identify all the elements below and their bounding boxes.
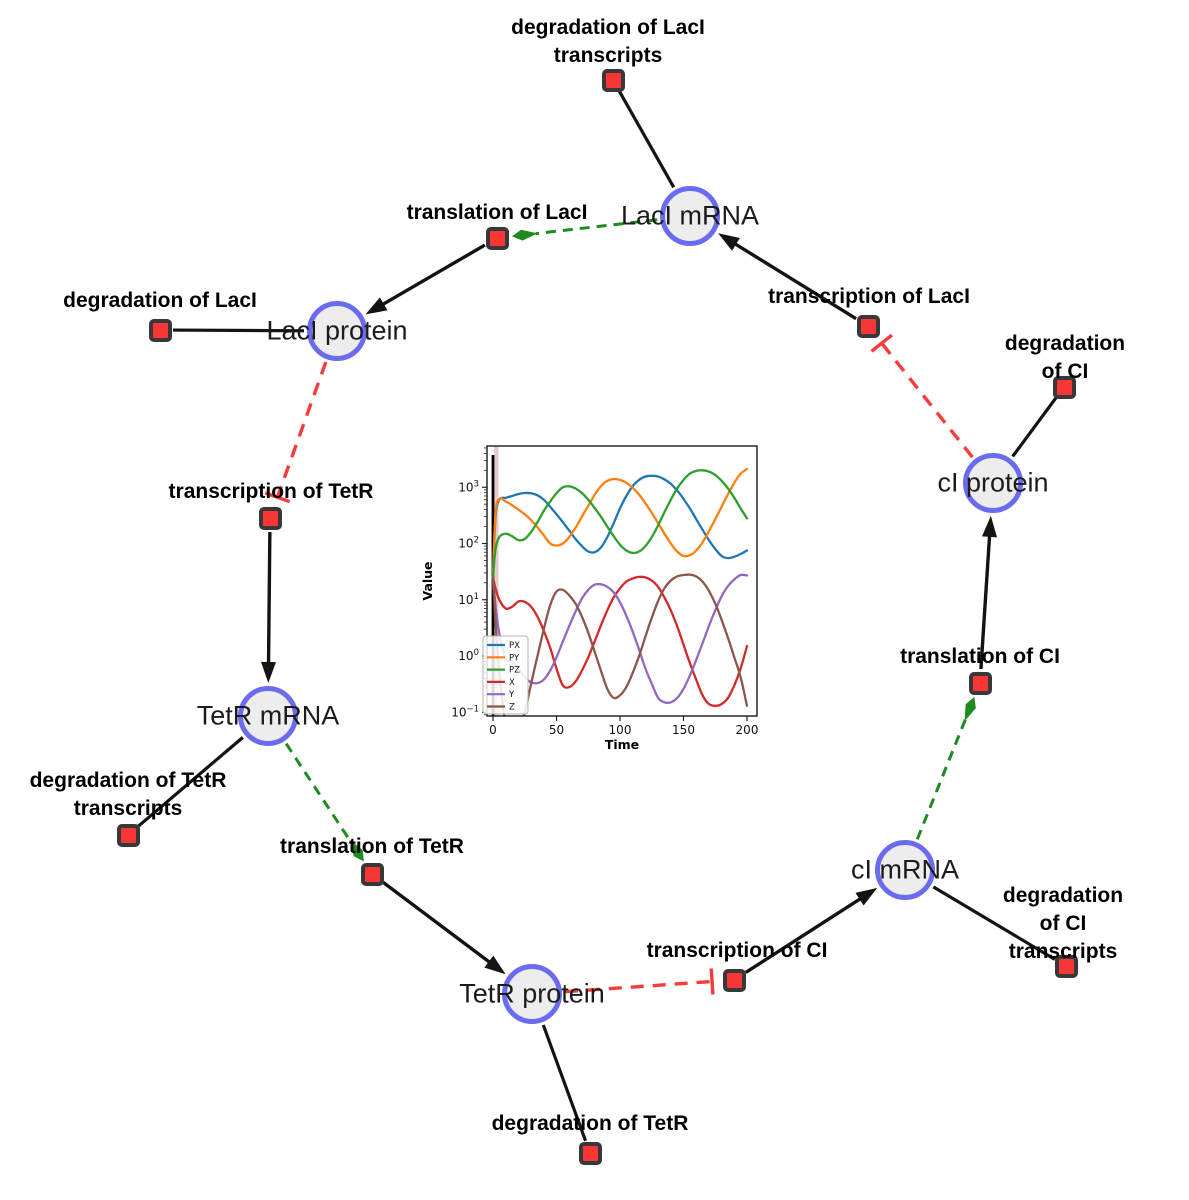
- edge-inhibition-ci-protein-transcription-laci: [870, 333, 974, 459]
- species-node-tetr-mrna[interactable]: [238, 686, 298, 746]
- reaction-node-translation-ci[interactable]: [968, 671, 992, 695]
- reaction-node-deg-laci-transcripts[interactable]: [601, 68, 625, 92]
- arrowhead-icon: [261, 661, 276, 683]
- edge-production-translation-tetr-tetr-protein: [382, 881, 506, 975]
- edge-consumption-tetr-protein-deg-tetr: [541, 1024, 588, 1142]
- species-label-laci-mrna: LacI mRNA: [620, 200, 760, 231]
- series-line-PX: [491, 474, 749, 579]
- legend-label-X: X: [509, 678, 515, 688]
- legend-label-PY: PY: [509, 653, 520, 663]
- series-line-X: [491, 575, 749, 707]
- arrowhead-icon: [484, 955, 506, 975]
- reaction-label-deg-laci: degradation of LacI: [63, 289, 257, 312]
- legend-label-PX: PX: [509, 641, 520, 651]
- arrowhead-icon: [982, 515, 997, 538]
- y-axis-label: Value: [420, 561, 435, 600]
- edge-production-transcription-tetr-tetr-mrna: [261, 531, 276, 683]
- reaction-node-translation-tetr[interactable]: [360, 862, 384, 886]
- edge-consumption-ci-protein-deg-ci: [1011, 396, 1058, 458]
- legend-label-Y: Y: [508, 690, 515, 700]
- edge-consumption-laci-mrna-deg-laci-transcripts: [618, 90, 676, 189]
- svg-text:103: 103: [458, 479, 479, 494]
- modifier-arrowhead-icon: [349, 839, 364, 862]
- edge-production-transcription-ci-ci-mrna: [744, 887, 878, 974]
- svg-text:101: 101: [458, 592, 479, 607]
- species-label-laci-protein: LacI protein: [266, 315, 408, 346]
- edge-consumption-laci-protein-deg-laci: [172, 328, 305, 333]
- reaction-label-deg-ci: degradation of CI: [1004, 332, 1126, 383]
- edge-inhibition-tetr-protein-transcription-ci: [564, 968, 715, 995]
- species-node-ci-protein[interactable]: [963, 453, 1023, 513]
- plot-background: [487, 446, 757, 716]
- species-node-laci-protein[interactable]: [307, 301, 367, 361]
- reaction-label-deg-laci-transcripts: degradation of LacI transcripts: [511, 16, 705, 67]
- svg-text:100: 100: [458, 648, 479, 663]
- edge-modifier-ci-mrna-translation-ci: [915, 696, 976, 840]
- plot-spines: [486, 445, 758, 717]
- series-line-PZ: [491, 469, 749, 579]
- reaction-label-translation-ci: translation of CI: [900, 645, 1060, 668]
- edge-modifier-laci-mrna-translation-laci: [511, 218, 658, 241]
- species-label-tetr-mrna: TetR mRNA: [196, 700, 340, 731]
- reaction-label-translation-laci: translation of LacI: [406, 201, 588, 224]
- reaction-label-deg-ci-transcripts: degradation of CI transcripts: [1002, 884, 1124, 963]
- svg-text:50: 50: [549, 723, 564, 737]
- arrowhead-icon: [365, 297, 388, 315]
- inhibition-tbar-icon: [264, 491, 291, 504]
- svg-text:200: 200: [736, 723, 759, 737]
- reaction-node-deg-tetr[interactable]: [578, 1141, 602, 1165]
- reaction-label-deg-tetr: degradation of TetR: [491, 1112, 689, 1135]
- arrowhead-icon: [718, 233, 740, 251]
- inhibition-tbar-icon: [870, 333, 893, 353]
- reaction-node-deg-tetr-transcripts[interactable]: [116, 823, 140, 847]
- svg-text:0: 0: [489, 723, 497, 737]
- inhibition-tbar-icon: [709, 968, 715, 995]
- edge-production-translation-laci-laci-protein: [365, 243, 486, 315]
- legend-label-PZ: PZ: [509, 666, 520, 676]
- svg-text:150: 150: [672, 723, 695, 737]
- reaction-node-transcription-tetr[interactable]: [258, 506, 282, 530]
- species-label-ci-mrna: cI mRNA: [851, 854, 959, 885]
- series-line-Z: [491, 573, 749, 716]
- species-node-laci-mrna[interactable]: [660, 186, 720, 246]
- species-node-ci-mrna[interactable]: [875, 840, 935, 900]
- species-label-tetr-protein: TetR protein: [459, 978, 605, 1009]
- reaction-label-transcription-laci: transcription of LacI: [768, 285, 970, 308]
- edge-consumption-tetr-mrna-deg-tetr-transcripts: [136, 736, 244, 828]
- x-axis-label: Time: [605, 737, 639, 752]
- reaction-label-transcription-tetr: transcription of TetR: [168, 480, 374, 503]
- edge-production-transcription-laci-laci-mrna: [718, 233, 857, 321]
- reaction-node-transcription-laci[interactable]: [856, 314, 880, 338]
- species-node-tetr-protein[interactable]: [502, 964, 562, 1024]
- reaction-node-translation-laci[interactable]: [485, 226, 509, 250]
- reaction-node-deg-ci[interactable]: [1052, 375, 1076, 399]
- svg-text:102: 102: [458, 536, 479, 551]
- svg-text:100: 100: [609, 723, 632, 737]
- initial-band: [494, 446, 499, 716]
- edge-inhibition-laci-protein-transcription-tetr: [264, 361, 328, 504]
- reaction-label-translation-tetr: translation of TetR: [280, 835, 464, 858]
- edge-production-translation-ci-ci-protein: [979, 515, 997, 670]
- svg-text:10−1: 10−1: [451, 704, 479, 719]
- reaction-node-deg-laci[interactable]: [148, 318, 172, 342]
- reaction-label-deg-tetr-transcripts: degradation of TetR transcripts: [29, 769, 227, 820]
- reaction-node-deg-ci-transcripts[interactable]: [1054, 954, 1078, 978]
- species-label-ci-protein: cI protein: [937, 467, 1049, 498]
- modifier-arrowhead-icon: [511, 229, 538, 241]
- arrowhead-icon: [855, 887, 878, 906]
- legend-label-Z: Z: [509, 703, 515, 713]
- series-line-PY: [491, 467, 749, 579]
- reaction-node-transcription-ci[interactable]: [722, 968, 746, 992]
- x-axis: 0 50 100 150 200: [489, 716, 758, 737]
- y-axis: 10−1 100 101 102 103: [451, 447, 487, 719]
- edge-modifier-tetr-mrna-translation-tetr: [284, 742, 364, 862]
- reaction-label-transcription-ci: transcription of CI: [646, 939, 828, 962]
- modifier-arrowhead-icon: [964, 696, 976, 722]
- plot-legend: PX PY PZ XYZ: [482, 635, 529, 715]
- series-lines: [491, 467, 749, 716]
- edge-consumption-ci-mrna-deg-ci-transcripts: [932, 885, 1056, 961]
